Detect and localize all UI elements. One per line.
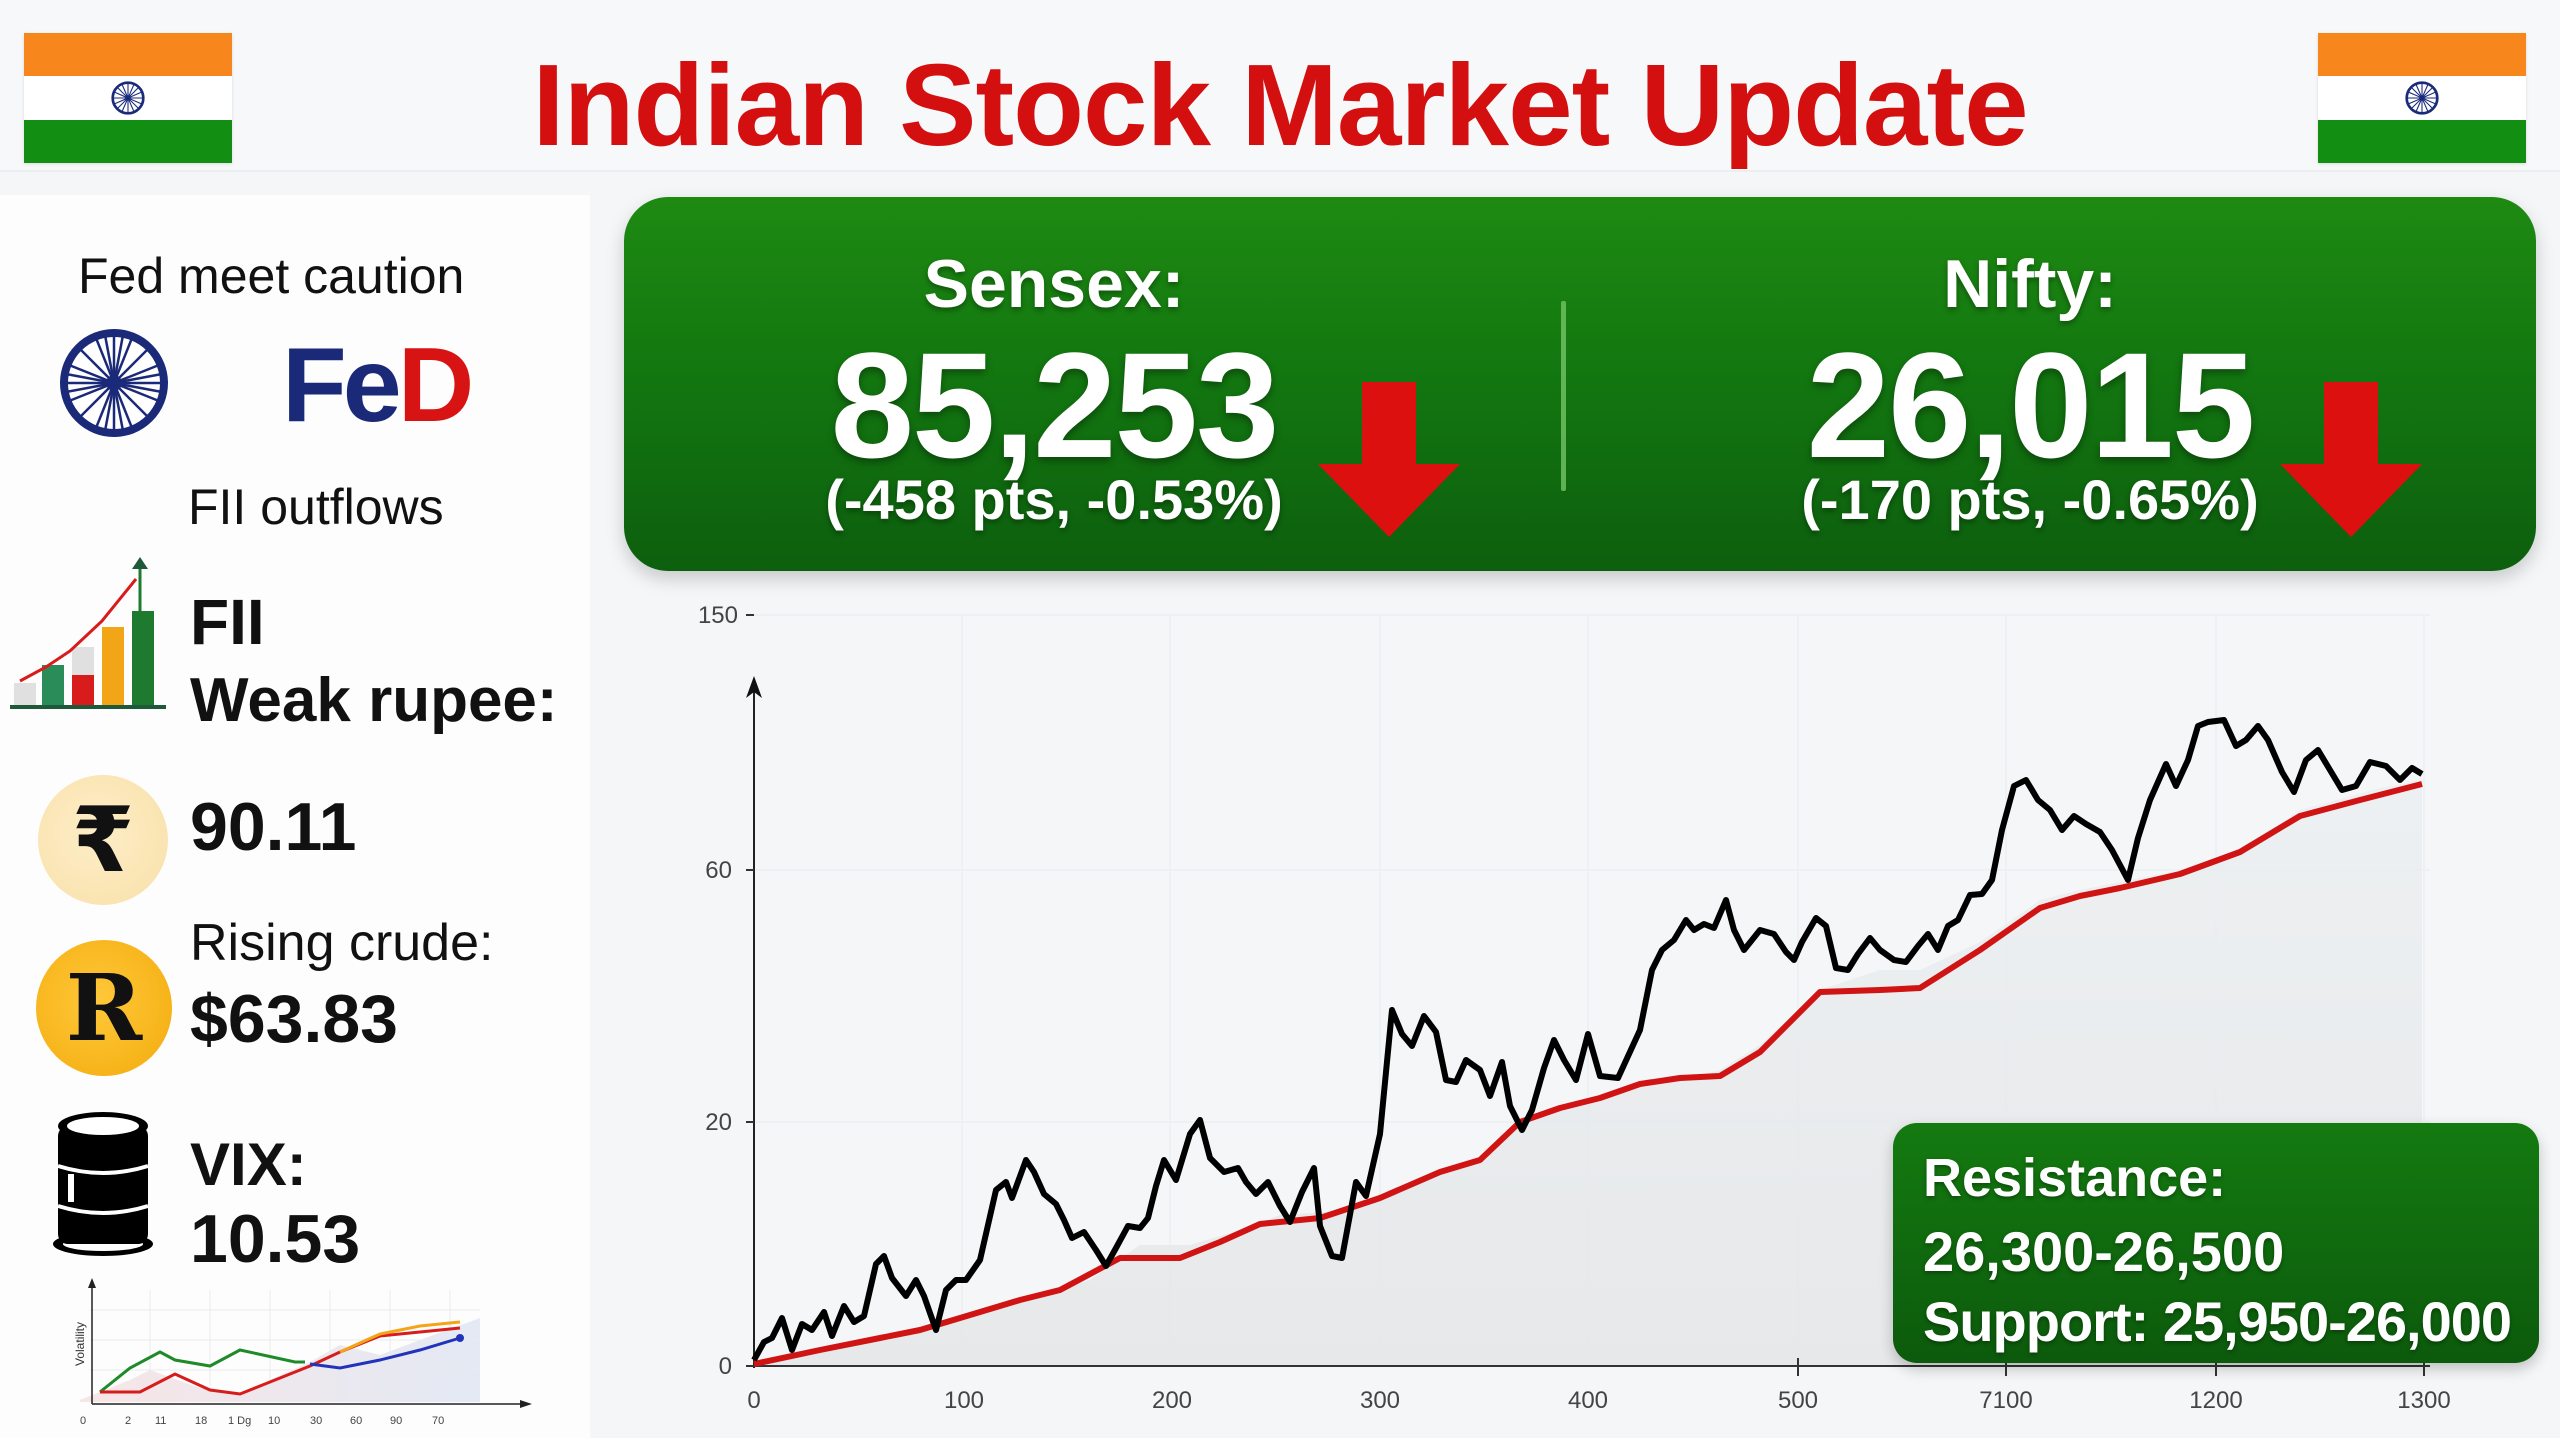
divider (1561, 301, 1566, 491)
svg-text:18: 18 (195, 1415, 207, 1427)
sensex-block: Sensex: 85,253 (-458 pts, -0.53%) (794, 197, 1314, 571)
support-text: Support: 25,950-26,000 (1923, 1290, 2512, 1353)
crude-value: $63.83 (190, 981, 398, 1057)
y-tick-150: 150 (698, 602, 738, 629)
fed-logo: FeD (282, 326, 474, 444)
svg-text:11: 11 (155, 1415, 166, 1427)
x-tick: 0 (747, 1387, 760, 1414)
vix-value: 10.53 (190, 1201, 361, 1277)
svg-text:2: 2 (125, 1415, 131, 1427)
india-flag-icon (24, 33, 232, 163)
volatility-mini-chart: Volatility 0 2 11 18 1 Dg 10 30 60 90 70 (73, 1278, 532, 1427)
down-arrow-icon (1318, 382, 1460, 537)
rupee-value: 90.11 (190, 789, 357, 865)
svg-text:60: 60 (350, 1415, 362, 1427)
nifty-block: Nifty: 26,015 (-170 pts, -0.65%) (1770, 197, 2290, 571)
svg-text:1 Dg: 1 Dg (228, 1415, 251, 1427)
x-tick: 500 (1778, 1387, 1818, 1414)
x-tick: 400 (1568, 1387, 1608, 1414)
price-line (751, 717, 2424, 1362)
svg-text:90: 90 (390, 1415, 402, 1427)
x-tick: 7100 (1979, 1387, 2032, 1414)
x-tick: 1200 (2189, 1387, 2242, 1414)
y-tick-20: 20 (705, 1109, 732, 1136)
svg-text:30: 30 (310, 1415, 322, 1427)
y-tick-0: 0 (719, 1353, 732, 1380)
y-tick-60: 60 (705, 857, 732, 884)
x-tick: 1300 (2397, 1387, 2450, 1414)
fed-caption: Fed meet caution (78, 248, 465, 304)
factors-panel: Fed meet caution FeD FII outflows FII We… (0, 195, 590, 1438)
trend-line (753, 781, 2423, 1367)
index-banner: Sensex: 85,253 (-458 pts, -0.53%) Nifty:… (624, 197, 2536, 571)
nifty-change: (-170 pts, -0.65%) (1801, 468, 2259, 531)
fii-label: FII (190, 586, 265, 658)
down-arrow-icon (2280, 382, 2422, 537)
fii-outflows-caption: FII outflows (188, 479, 444, 535)
svg-text:10: 10 (268, 1415, 280, 1427)
ashoka-chakra-icon (2405, 81, 2439, 115)
page-title: Indian Stock Market Update (532, 40, 2028, 170)
rising-crude-label: Rising crude: (190, 914, 494, 972)
bar-chart-growth-icon (10, 557, 166, 709)
sensex-value: 85,253 (830, 321, 1280, 489)
vix-label: VIX: (190, 1131, 307, 1198)
header: Indian Stock Market Update (0, 0, 2560, 172)
ashoka-chakra-icon (111, 81, 145, 115)
sensex-change: (-458 pts, -0.53%) (825, 468, 1283, 531)
vix-ylabel: Volatility (73, 1322, 87, 1366)
rupee-icon: ₹ (38, 775, 168, 905)
x-tick: 100 (944, 1387, 984, 1414)
sensex-name: Sensex: (923, 246, 1185, 322)
x-tick: 200 (1152, 1387, 1192, 1414)
oil-barrel-icon (53, 1112, 153, 1256)
resistance-value: 26,300-26,500 (1923, 1220, 2285, 1283)
support-resistance-box: Resistance: 26,300-26,500 Support: 25,95… (1893, 1123, 2539, 1363)
nifty-name: Nifty: (1943, 246, 2117, 322)
svg-text:70: 70 (432, 1415, 444, 1427)
nifty-value: 26,015 (1806, 321, 2256, 489)
svg-text:0: 0 (80, 1415, 86, 1427)
india-flag-icon (2318, 33, 2526, 163)
resistance-label: Resistance: (1923, 1148, 2227, 1208)
x-tick: 300 (1360, 1387, 1400, 1414)
crude-coin-icon: R (36, 940, 172, 1076)
weak-rupee-label: Weak rupee: (190, 666, 558, 735)
ashoka-chakra-icon (60, 329, 168, 437)
